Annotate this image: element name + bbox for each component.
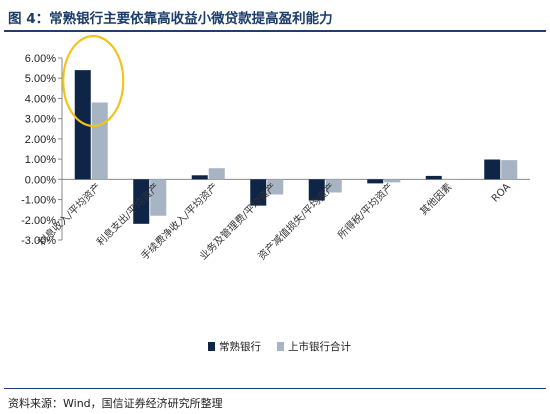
legend-swatch — [277, 342, 284, 351]
bar-changshu — [250, 179, 267, 206]
highlight-ellipse — [62, 34, 125, 128]
y-tick-label: -3.00% — [21, 235, 56, 247]
bar-listed-banks — [384, 179, 401, 183]
bar-changshu — [133, 179, 150, 224]
bar-listed-banks — [208, 168, 225, 180]
y-tick-label: -1.00% — [21, 195, 56, 207]
bar-listed-banks — [325, 179, 342, 193]
y-tick-label: -2.00% — [21, 215, 56, 227]
x-category-label: 其他因素 — [417, 180, 454, 217]
figure-title: 图 4：常熟银行主要依靠高收益小微贷款提高盈利能力 — [8, 11, 333, 27]
x-category-label: ROA — [490, 182, 513, 205]
legend-label: 常熟银行 — [219, 340, 261, 353]
footer-rule — [4, 388, 546, 389]
bar-listed-banks — [267, 179, 284, 195]
bar-changshu — [484, 159, 501, 180]
bar-changshu — [308, 179, 325, 201]
bar-changshu — [191, 175, 208, 180]
bar-listed-banks — [501, 160, 518, 180]
bar-listed-banks — [442, 179, 459, 180]
x-category-label: 所得税/平均资产 — [335, 180, 396, 241]
y-tick-label: 1.00% — [25, 154, 56, 166]
bar-changshu — [425, 175, 442, 180]
y-tick-label: 0.00% — [25, 174, 56, 186]
y-tick-label: 3.00% — [25, 114, 56, 126]
legend-swatch — [208, 342, 215, 351]
bar-listed-banks — [91, 102, 108, 180]
y-tick-label: 6.00% — [25, 53, 56, 65]
y-tick-label: 4.00% — [25, 93, 56, 105]
y-tick-label: 2.00% — [25, 134, 56, 146]
bar-changshu — [367, 179, 384, 184]
title-rule — [4, 30, 546, 32]
source-note: 资料来源：Wind，国信证券经济研究所整理 — [8, 397, 223, 410]
bar-changshu — [74, 70, 91, 180]
y-tick-label: 5.00% — [25, 73, 56, 85]
bar-listed-banks — [150, 179, 167, 216]
legend-label: 上市银行合计 — [288, 340, 351, 353]
